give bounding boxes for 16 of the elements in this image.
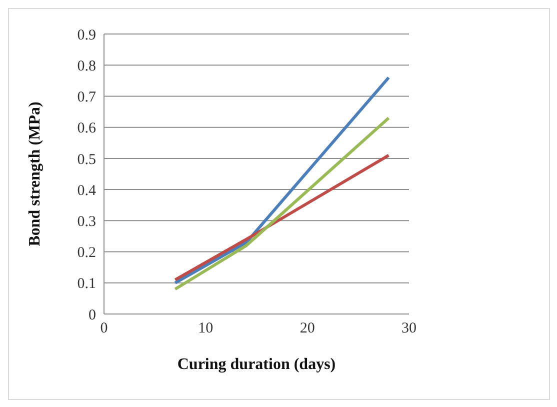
y-tick-label: 0.7 [77,90,96,106]
y-tick-label: 0.5 [77,152,96,168]
y-tick-label: 0 [88,307,96,324]
x-tick-label: 10 [198,320,214,337]
y-tick-label: 0.4 [77,182,96,199]
y-tick-label: 0.1 [77,276,96,292]
x-tick-label: 0 [100,320,108,337]
y-tick-label: 0.3 [77,214,96,230]
y-tick-label: 0.8 [77,58,96,74]
y-tick-label: 0.9 [77,27,96,44]
y-tick-label: 0.2 [77,245,96,262]
y-tick-label: 0.6 [77,120,96,137]
x-axis-title: Curing duration (days) [177,356,336,373]
x-tick-label: 20 [300,320,315,337]
y-axis-title: Bond strength (MPa) [26,102,44,246]
x-tick-label: 30 [402,320,416,337]
